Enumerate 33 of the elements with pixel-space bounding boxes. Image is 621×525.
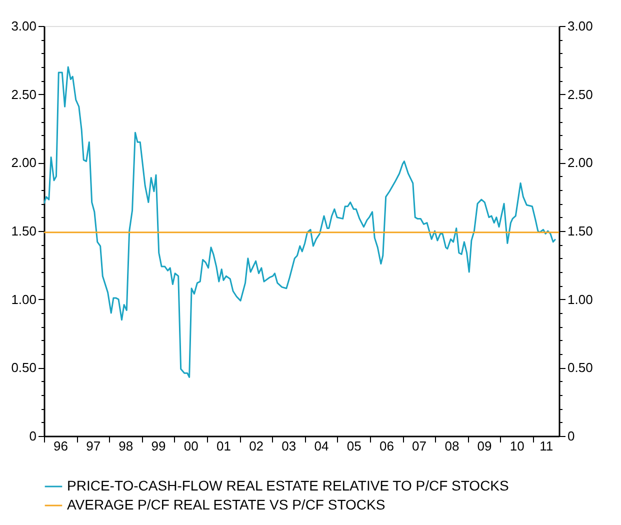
x-tick-label: 99 bbox=[151, 438, 166, 454]
y2-tick-label: 0.50 bbox=[568, 360, 593, 376]
x-tick-label: 11 bbox=[540, 438, 554, 454]
y2-tick-label: 1.00 bbox=[568, 292, 593, 307]
y-tick-label: 0 bbox=[29, 428, 36, 444]
legend-label: AVERAGE P/CF REAL ESTATE VS P/CF STOCKS bbox=[67, 496, 386, 512]
y2-tick-label: 2.50 bbox=[568, 86, 593, 102]
y2-tick-label: 3.00 bbox=[568, 18, 593, 34]
x-tick-label: 96 bbox=[54, 438, 68, 454]
x-tick-label: 02 bbox=[249, 438, 264, 454]
x-tick-label: 05 bbox=[346, 438, 362, 454]
x-tick-label: 00 bbox=[184, 438, 198, 454]
y-tick-label: 1.50 bbox=[11, 224, 36, 238]
x-tick-label: 97 bbox=[86, 438, 101, 454]
x-tick-label: 08 bbox=[444, 438, 460, 454]
x-tick-label: 01 bbox=[216, 438, 231, 454]
x-tick-label: 03 bbox=[282, 438, 296, 454]
y2-tick-label: 0 bbox=[568, 428, 575, 444]
y2-tick-label: 2.00 bbox=[568, 155, 593, 170]
x-tick-label: 10 bbox=[510, 438, 524, 454]
x-tick-label: 06 bbox=[379, 438, 394, 454]
y-tick-label: 2.50 bbox=[11, 86, 36, 102]
y-tick-label: 1.00 bbox=[11, 292, 36, 307]
y-tick-label: 2.00 bbox=[11, 155, 36, 170]
x-tick-label: 07 bbox=[412, 438, 427, 454]
x-tick-label: 04 bbox=[314, 438, 329, 454]
y-tick-label: 0.50 bbox=[11, 360, 36, 376]
y-tick-label: 3.00 bbox=[11, 18, 36, 34]
line-series bbox=[44, 66, 556, 378]
x-tick-label: 09 bbox=[477, 438, 492, 454]
y2-tick-label: 1.50 bbox=[568, 224, 593, 238]
x-tick-label: 98 bbox=[118, 438, 134, 454]
legend-label: PRICE-TO-CASH-FLOW REAL ESTATE RELATIVE TO P/CF STOCKS bbox=[67, 478, 509, 494]
